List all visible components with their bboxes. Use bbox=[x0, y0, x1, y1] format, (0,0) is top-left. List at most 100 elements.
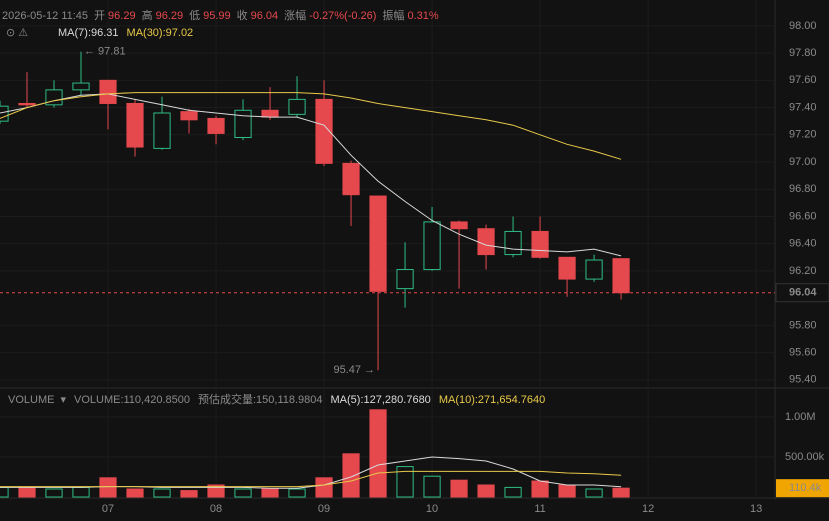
header-value: 0.31% bbox=[407, 10, 438, 22]
y-tick-label: 97.00 bbox=[789, 156, 817, 168]
y-tick-label: 95.40 bbox=[789, 374, 817, 386]
volume-legend: VOLUME ▾ VOLUME:110,420.8500 预估成交量:150,118.… bbox=[8, 392, 545, 406]
header-label: 高 bbox=[142, 8, 153, 22]
candle-body bbox=[18, 102, 36, 106]
volume-bar bbox=[342, 453, 360, 498]
header-label: 收 bbox=[237, 8, 248, 22]
volume-bar bbox=[531, 480, 549, 498]
volume-bar bbox=[423, 475, 441, 498]
y-tick-label: 97.20 bbox=[789, 129, 817, 141]
ma-line bbox=[0, 92, 622, 160]
x-tick-label: 13 bbox=[750, 503, 762, 515]
candle-body bbox=[477, 228, 495, 256]
candle-body bbox=[504, 230, 522, 256]
volume-bar bbox=[477, 484, 495, 498]
volume-bar bbox=[612, 487, 630, 498]
y-tick-label: 96.40 bbox=[789, 238, 817, 250]
header-value: 96.29 bbox=[108, 10, 136, 22]
volume-bar bbox=[261, 488, 279, 498]
volume-bar bbox=[72, 486, 90, 498]
volume-bar bbox=[234, 488, 252, 498]
volume-bar bbox=[207, 484, 225, 498]
header-value: 95.99 bbox=[203, 10, 231, 22]
candle-body bbox=[585, 259, 603, 280]
header-value: 96.29 bbox=[156, 10, 184, 22]
y-tick-label: 95.60 bbox=[789, 347, 817, 359]
volume-bar bbox=[126, 488, 144, 498]
volume-bar bbox=[45, 488, 63, 498]
candle-body bbox=[180, 111, 198, 121]
candle-body bbox=[450, 221, 468, 230]
legend-entry: MA(10):271,654.7640 bbox=[439, 394, 545, 406]
x-tick-label: 07 bbox=[102, 503, 114, 515]
header-label: 2026-05-12 11:45 bbox=[2, 10, 88, 22]
header-value: 96.04 bbox=[251, 10, 279, 22]
candle-body bbox=[369, 195, 387, 292]
volume-bar bbox=[180, 490, 198, 498]
candle-body bbox=[315, 98, 333, 164]
legend-entry: MA(30):97.02 bbox=[127, 27, 194, 39]
candle-body bbox=[342, 162, 360, 196]
volume-bar bbox=[153, 488, 171, 498]
x-tick-label: 09 bbox=[318, 503, 330, 515]
x-tick-label: 12 bbox=[642, 503, 654, 515]
volume-bar bbox=[99, 477, 117, 498]
y-tick-label: 96.20 bbox=[789, 265, 817, 277]
candle-body bbox=[261, 109, 279, 118]
candle-body bbox=[207, 117, 225, 134]
current-price-box bbox=[775, 283, 829, 303]
current-volume-box bbox=[776, 479, 829, 498]
volume-ma-line bbox=[0, 470, 622, 488]
volume-bar bbox=[18, 486, 36, 498]
candle-body bbox=[153, 112, 171, 149]
header: 2026-05-12 11:45 开 96.29 高 96.29 低 95.99 收 96.04… bbox=[2, 8, 439, 22]
candle-body bbox=[612, 258, 630, 294]
y-tick-label: 98.00 bbox=[789, 20, 817, 32]
candle-body bbox=[45, 89, 63, 106]
y-tick-label: 96.80 bbox=[789, 183, 817, 195]
x-tick-label: 11 bbox=[534, 503, 545, 515]
volume-bar bbox=[288, 488, 306, 498]
y-tick-label: 96.60 bbox=[789, 210, 817, 222]
min-annotation: 95.47 → bbox=[333, 364, 375, 376]
volume-bar bbox=[450, 479, 468, 498]
max-annotation: ← 97.81 bbox=[84, 46, 126, 58]
y-tick-label: 95.80 bbox=[789, 319, 817, 331]
x-tick-label: 08 bbox=[210, 503, 222, 515]
y-tick-label: 97.80 bbox=[789, 47, 817, 59]
volume-bar bbox=[504, 486, 522, 498]
volume-bar bbox=[558, 484, 576, 498]
x-tick-label: 10 bbox=[426, 503, 438, 515]
header-value: -0.27%(-0.26) bbox=[309, 10, 376, 22]
candle-body bbox=[396, 269, 414, 290]
volume-tick-label: 1.00M bbox=[785, 411, 816, 423]
candle-body bbox=[0, 105, 9, 122]
dropdown-caret: ▾ bbox=[60, 394, 66, 406]
header-label: 涨幅 bbox=[284, 9, 306, 22]
header-label: 振幅 bbox=[382, 8, 404, 22]
candle-body bbox=[72, 82, 90, 91]
current-price-label: 96.04 bbox=[789, 287, 817, 299]
legend-entry: MA(7):96.31 bbox=[58, 27, 119, 39]
candle-body bbox=[558, 256, 576, 280]
volume-selector[interactable]: VOLUME bbox=[8, 394, 54, 406]
volume-bar bbox=[396, 466, 414, 498]
candle-body bbox=[423, 221, 441, 271]
candle-body bbox=[126, 102, 144, 148]
volume-bar bbox=[315, 477, 333, 498]
candle-body bbox=[99, 79, 117, 104]
legend-icons: ⊙ ⚠ bbox=[6, 27, 28, 39]
header-label: 开 bbox=[94, 10, 105, 22]
current-volume-label: 110.4k bbox=[789, 482, 822, 494]
y-tick-label: 97.60 bbox=[789, 74, 817, 86]
volume-bar bbox=[585, 488, 603, 498]
volume-tick-label: 500.00k bbox=[785, 451, 825, 463]
candle-body bbox=[288, 98, 306, 115]
y-tick-label: 97.40 bbox=[789, 101, 817, 113]
legend-entry: MA(5):127,280.7680 bbox=[331, 394, 431, 406]
legend-entry: VOLUME:110,420.8500 bbox=[74, 394, 190, 406]
ma-legend: MA(7):96.31 MA(30):97.02 bbox=[58, 27, 193, 39]
